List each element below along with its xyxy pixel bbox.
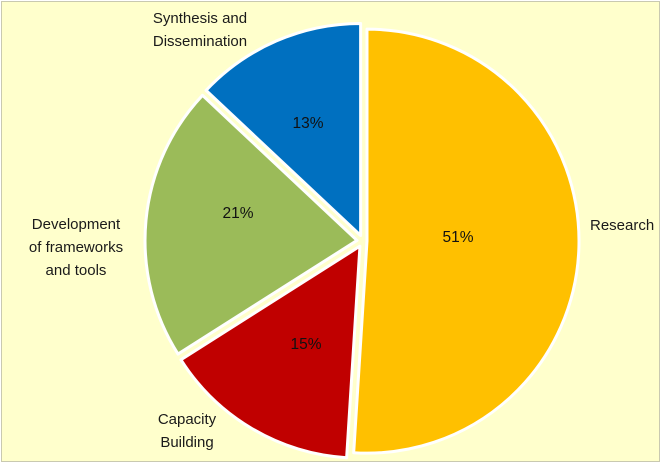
pie-category-label: Research	[590, 217, 654, 234]
pie-category-label-line: Capacity	[158, 411, 217, 428]
pie-category-label-line: Building	[160, 434, 213, 451]
pie-category-label-line: Dissemination	[153, 33, 247, 50]
pie-category-label-line: Research	[590, 217, 654, 234]
pie-category-label-line: Synthesis and	[153, 10, 247, 27]
pie-slice-3	[143, 93, 359, 356]
pie-slice-2	[179, 244, 362, 460]
pie-slice-1	[352, 27, 581, 455]
pie-data-label: 51%	[442, 229, 473, 246]
pie-data-label: 15%	[290, 336, 321, 353]
pie-category-label-line: and tools	[46, 262, 107, 279]
pie-category-label: Development of frameworks and tools	[29, 216, 123, 279]
pie-category-label: Capacity Building	[158, 411, 217, 451]
pie-category-label: Synthesis and Dissemination	[153, 10, 247, 50]
pie-category-label-line: Development	[32, 216, 121, 233]
pie-data-label: 21%	[222, 205, 253, 222]
pie-slice-4	[204, 21, 363, 237]
pie-category-label-line: of frameworks	[29, 239, 123, 256]
pie-data-label: 13%	[292, 115, 323, 132]
